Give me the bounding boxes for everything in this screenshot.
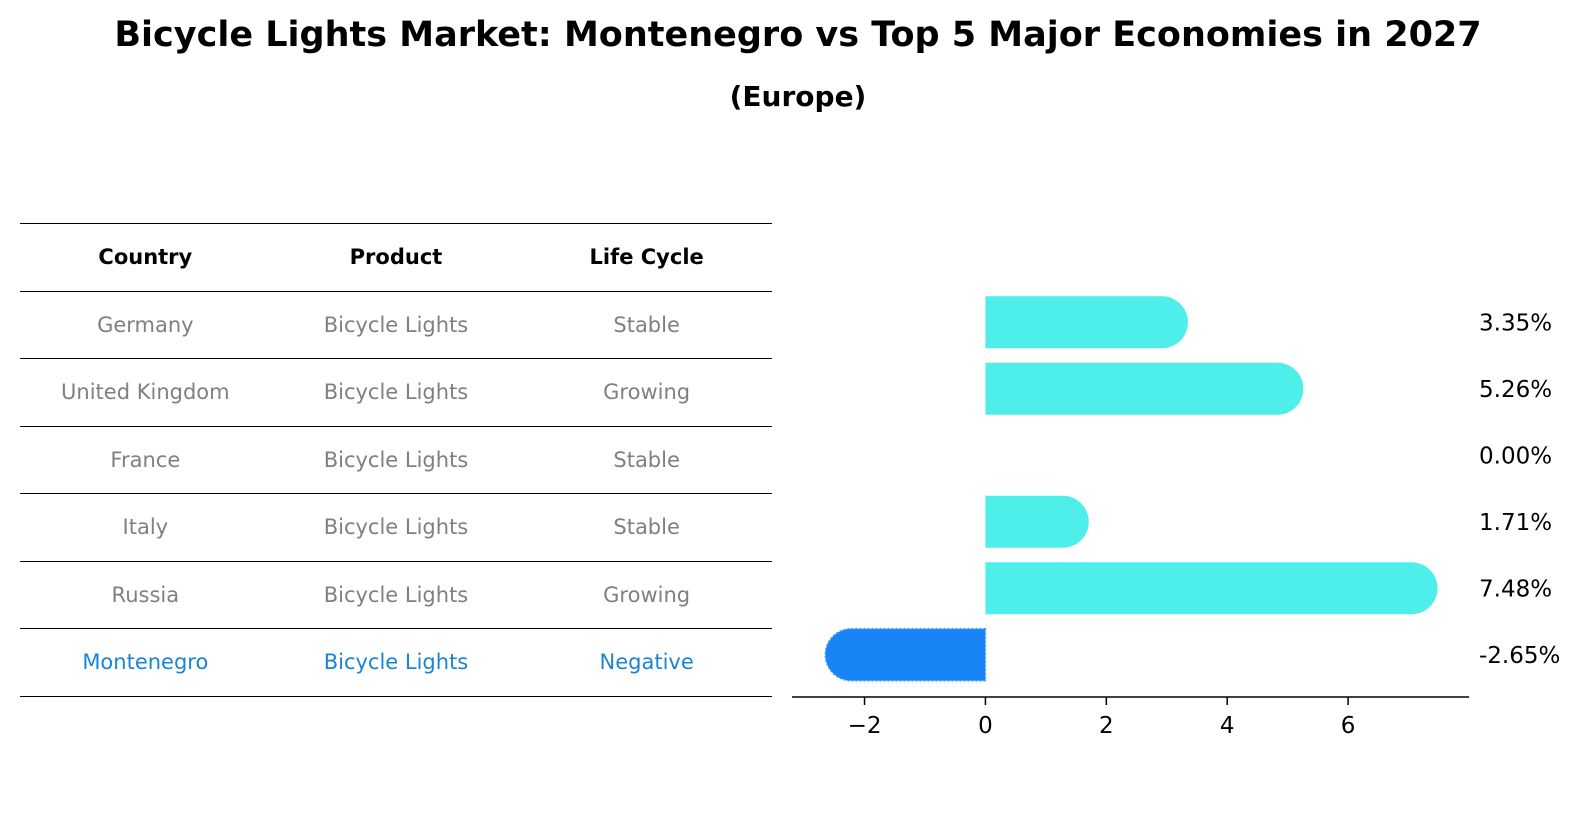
table-cell: Russia xyxy=(111,582,180,607)
data-table: Country Product Life Cycle Germany Bicycle L… xyxy=(20,223,772,697)
table-row: France Bicycle Lights Stable xyxy=(20,425,772,494)
table-cell: Growing xyxy=(603,380,691,405)
x-tick-label: 6 xyxy=(1341,713,1356,739)
table-cell: Bicycle Lights xyxy=(323,312,469,337)
bar xyxy=(985,495,1089,548)
chart-title: Bicycle Lights Market: Montenegro vs Top… xyxy=(114,15,1482,55)
table-cell: Bicycle Lights xyxy=(323,650,469,675)
x-tick-label: 2 xyxy=(1099,713,1114,739)
table-cell: Bicycle Lights xyxy=(323,582,469,607)
value-label: 3.35% xyxy=(1479,310,1552,336)
table-row: Russia Bicycle Lights Growing xyxy=(20,560,772,629)
table-cell: France xyxy=(110,447,181,472)
table-cell: United Kingdom xyxy=(61,380,230,405)
bar xyxy=(985,362,1304,415)
table-cell: Montenegro xyxy=(82,650,209,675)
bar xyxy=(985,562,1438,615)
table-row: Italy Bicycle Lights Stable xyxy=(20,493,772,561)
table-cell: Growing xyxy=(603,582,691,607)
x-tick-label: −2 xyxy=(848,713,882,739)
x-tick-label: 0 xyxy=(978,713,993,739)
table-cell: Negative xyxy=(599,650,694,675)
table-cell: Italy xyxy=(122,515,169,540)
value-label: 7.48% xyxy=(1479,576,1552,602)
table-header-row: Country Product Life Cycle xyxy=(20,223,772,291)
value-label: 0.00% xyxy=(1479,443,1552,469)
table-cell: Stable xyxy=(613,515,680,540)
value-label: 5.26% xyxy=(1479,377,1552,403)
value-label: -2.65% xyxy=(1479,643,1560,669)
table-header-cell: Life Cycle xyxy=(589,245,704,270)
table-cell: Stable xyxy=(613,312,680,337)
table-cell: Germany xyxy=(97,312,194,337)
table-header-cell: Country xyxy=(98,245,193,270)
value-label: 1.71% xyxy=(1479,510,1552,536)
table-cell: Bicycle Lights xyxy=(323,380,469,405)
table-row: Germany Bicycle Lights Stable xyxy=(20,290,772,359)
table-cell: Stable xyxy=(613,447,680,472)
chart-subtitle: (Europe) xyxy=(729,80,867,113)
x-tick-label: 4 xyxy=(1220,713,1235,739)
table-row: United Kingdom Bicycle Lights Growing xyxy=(20,358,772,426)
table-cell: Bicycle Lights xyxy=(323,515,469,540)
table-row: Montenegro Bicycle Lights Negative xyxy=(20,628,772,697)
bar xyxy=(985,296,1188,349)
table-header-cell: Product xyxy=(349,245,443,270)
bar xyxy=(824,628,987,682)
table-cell: Bicycle Lights xyxy=(323,447,469,472)
